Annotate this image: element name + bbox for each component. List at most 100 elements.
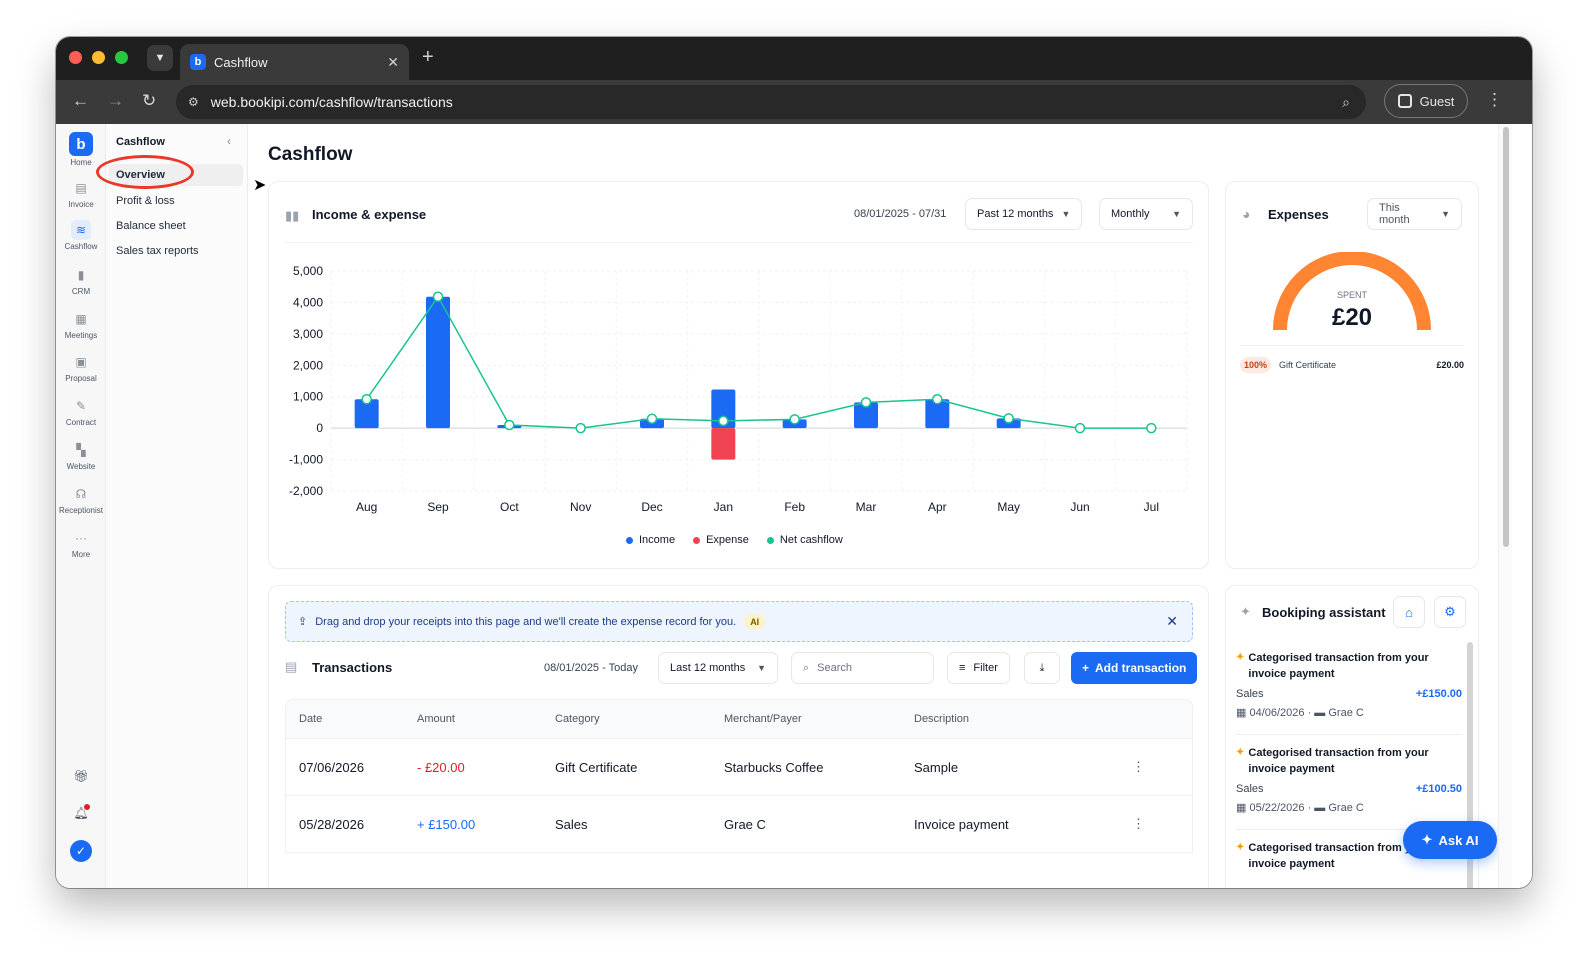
rail-item-more[interactable]: ··· More — [56, 528, 106, 559]
legend-income[interactable]: Income — [626, 534, 675, 546]
main-content: Cashflow ▮▮ Income & expense 08/01/2025 … — [268, 124, 1498, 888]
row-date: 05/28/2026 — [299, 816, 365, 832]
rail-item-proposal[interactable]: ▣ Proposal — [56, 352, 106, 383]
tab-close-icon[interactable]: ✕ — [387, 53, 399, 70]
subnav-title: Cashflow — [116, 136, 165, 148]
minimize-window-button[interactable] — [92, 51, 105, 64]
rail-item-cashflow[interactable]: ≋ Cashflow — [56, 220, 106, 251]
url-text[interactable]: web.bookipi.com/cashflow/transactions — [210, 94, 453, 110]
y-tick-label: 2,000 — [293, 358, 323, 372]
spent-value: £20 — [1331, 304, 1373, 331]
column-header-date[interactable]: Date — [299, 713, 323, 725]
filter-button[interactable]: ≡ Filter — [947, 652, 1010, 684]
interval-select[interactable]: Monthly ▼ — [1099, 198, 1193, 230]
income-expense-title: Income & expense — [312, 207, 427, 222]
chevron-down-icon: ▼ — [1061, 209, 1071, 219]
gift-icon: 🎁︎ — [73, 769, 89, 783]
receptionist-icon: ☊ — [75, 487, 87, 501]
download-button[interactable]: ⤓ — [1024, 652, 1060, 684]
row-merchant: Grae C — [724, 816, 766, 832]
income-expense-card: ▮▮ Income & expense 08/01/2025 - 07/31 P… — [268, 181, 1209, 569]
bank-button[interactable]: ⌂ — [1393, 596, 1425, 628]
expenses-period-select[interactable]: This month ▼ — [1367, 198, 1462, 230]
receipt-dropzone-banner[interactable]: ⇪ Drag and drop your receipts into this … — [285, 601, 1193, 642]
page-scrollbar-track[interactable] — [1498, 124, 1512, 888]
chevron-left-icon[interactable]: ‹ — [227, 134, 231, 148]
subnav-item-sales-tax-reports[interactable]: Sales tax reports — [116, 245, 199, 257]
rail-item-invoice[interactable]: ▤ Invoice — [56, 178, 106, 209]
profile-button[interactable]: Guest — [1384, 84, 1468, 118]
subnav-item-profit-loss[interactable]: Profit & loss — [116, 195, 175, 207]
address-bar[interactable]: ⚙ web.bookipi.com/cashflow/transactions … — [176, 85, 1366, 119]
row-menu-icon[interactable]: ⋮ — [1132, 816, 1145, 831]
x-tick-label: Jan — [714, 500, 733, 514]
rail-label: More — [71, 550, 91, 559]
expense-breakdown-row[interactable]: 100% Gift Certificate £20.00 — [1240, 357, 1464, 373]
ask-ai-button[interactable]: ✦ Ask AI — [1403, 821, 1497, 859]
assistant-item[interactable]: ✦ Categorised transaction from your invoi… — [1236, 747, 1462, 814]
rail-item-crm[interactable]: ▮ CRM — [56, 265, 106, 296]
row-menu-icon[interactable]: ⋮ — [1132, 759, 1145, 774]
x-tick-label: Apr — [928, 500, 947, 514]
rail-label: Cashflow — [64, 242, 98, 251]
table-row[interactable]: 07/06/2026 - £20.00 Gift Certificate Sta… — [285, 739, 1193, 796]
column-header-amount[interactable]: Amount — [417, 713, 455, 725]
forward-arrow-icon[interactable]: → — [107, 91, 124, 110]
net-cashflow-point — [504, 419, 515, 431]
legend-expense[interactable]: Expense — [693, 534, 749, 546]
net-cashflow-point — [575, 422, 586, 434]
browser-tab[interactable]: b Cashflow ✕ — [180, 44, 409, 80]
browser-menu-icon[interactable]: ⋮ — [1486, 90, 1503, 109]
site-info-icon[interactable]: ⚙ — [188, 95, 199, 109]
tab-search-button[interactable]: ▼ — [147, 45, 173, 71]
sparkle-icon: ✦ — [1240, 604, 1251, 619]
zoom-icon[interactable]: ⌕ — [1342, 93, 1350, 110]
search-input[interactable]: ⌕ Search — [791, 652, 934, 684]
legend-net-cashflow[interactable]: Net cashflow — [766, 534, 843, 546]
column-header-category[interactable]: Category — [555, 713, 600, 725]
rail-item-home[interactable]: b Home — [56, 132, 106, 167]
rail-item-gift[interactable]: 🎁︎ — [56, 766, 106, 786]
table-header: Date Amount Category Merchant/Payer Desc… — [285, 699, 1193, 739]
subnav-item-balance-sheet[interactable]: Balance sheet — [116, 220, 186, 232]
close-window-button[interactable] — [69, 51, 82, 64]
assistant-item-payer: Grae C — [1328, 707, 1364, 719]
column-header-merchant[interactable]: Merchant/Payer — [724, 713, 802, 725]
transactions-period-select[interactable]: Last 12 months ▼ — [658, 652, 778, 684]
assistant-item[interactable]: ✦ Categorised transaction from your invoi… — [1236, 652, 1462, 719]
assistant-scrollbar[interactable] — [1467, 642, 1473, 888]
rail-item-meetings[interactable]: ▦ Meetings — [56, 309, 106, 340]
rail-item-profile[interactable]: ✓ — [56, 840, 106, 862]
close-icon[interactable]: ✕ — [1166, 613, 1178, 629]
period-select[interactable]: Past 12 months ▼ — [965, 198, 1083, 230]
rail-item-contract[interactable]: ✎ Contract — [56, 396, 106, 427]
rail-item-notifications[interactable]: 🔔︎ — [56, 803, 106, 823]
page-title: Cashflow — [268, 144, 353, 165]
legend-income-label: Income — [639, 534, 676, 546]
table-row[interactable]: 05/28/2026 + £150.00 Sales Grae C Invoic… — [285, 796, 1193, 853]
row-category: Gift Certificate — [555, 759, 638, 775]
rail-item-website[interactable]: ▚ Website — [56, 440, 106, 471]
rail-item-receptionist[interactable]: ☊ Receptionist — [56, 484, 106, 515]
page-scrollbar-thumb[interactable] — [1503, 127, 1509, 547]
column-header-description[interactable]: Description — [914, 713, 970, 725]
x-tick-label: Aug — [356, 500, 377, 514]
x-tick-label: Jun — [1070, 500, 1089, 514]
add-transaction-button[interactable]: + Add transaction — [1071, 652, 1198, 684]
contract-icon: ✎ — [75, 399, 87, 413]
net-cashflow-line — [366, 295, 1152, 429]
website-icon: ▚ — [76, 443, 86, 457]
legend-expense-swatch — [693, 536, 701, 544]
back-arrow-icon[interactable]: ← — [72, 91, 89, 110]
settings-button[interactable]: ⚙ — [1434, 596, 1466, 628]
new-tab-button[interactable]: + — [422, 46, 434, 68]
maximize-window-button[interactable] — [115, 51, 128, 64]
y-tick-label: 3,000 — [293, 327, 323, 341]
tab-bar: ▼ b Cashflow ✕ + — [56, 37, 1532, 80]
reload-icon[interactable]: ↻ — [142, 91, 157, 110]
assistant-item[interactable]: ✦ Categorised transaction from your invoi… — [1236, 840, 1462, 872]
transactions-card: ⇪ Drag and drop your receipts into this … — [268, 585, 1209, 888]
row-category: Sales — [555, 816, 588, 832]
rail-label: Contract — [65, 418, 97, 427]
x-tick-label: Mar — [856, 500, 877, 514]
